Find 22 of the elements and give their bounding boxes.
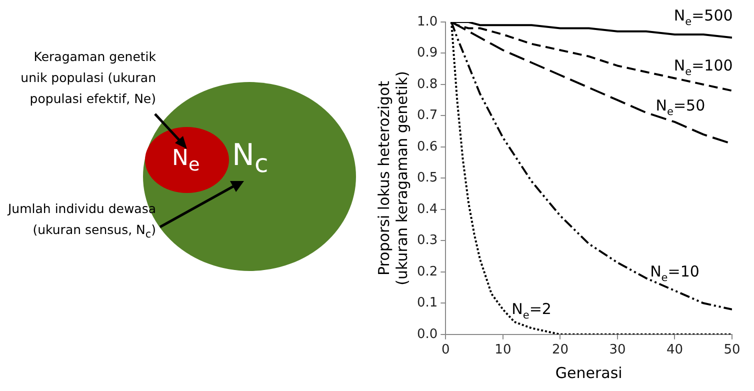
text: Keragaman genetik unik populasi (ukuran populasi efektif, Ne) [20, 48, 156, 108]
y-tick-label: 0.5 [416, 170, 438, 186]
x-tick-label: 30 [609, 342, 626, 358]
x-tick-label: 40 [666, 342, 684, 358]
x-axis-title: Generasi [555, 364, 622, 382]
x-tick-label: 20 [552, 342, 568, 358]
x-tick-label: 10 [494, 342, 512, 358]
y-tick-label: 0.1 [416, 296, 438, 311]
y-tick-label: 1.0 [416, 14, 438, 30]
y-tick-label: 0.4 [416, 202, 438, 217]
y-axis-title: Proporsi lokus heterozigot (ukuran keragaman genetik) [374, 71, 411, 286]
y-tick-label: 0.2 [416, 264, 438, 280]
x-tick-label: 0 [442, 342, 450, 358]
y-tick-label: 0.0 [416, 326, 438, 342]
text: N$_{e}$ [172, 146, 200, 176]
y-tick-label: 0.3 [416, 233, 438, 248]
x-tick-label: 50 [724, 342, 740, 358]
y-tick-label: 0.7 [416, 108, 438, 124]
text: N$_{c}$ [232, 138, 268, 178]
y-tick-label: 0.8 [416, 76, 438, 92]
y-tick-label: 0.6 [416, 139, 438, 154]
y-tick-label: 0.9 [416, 46, 438, 61]
